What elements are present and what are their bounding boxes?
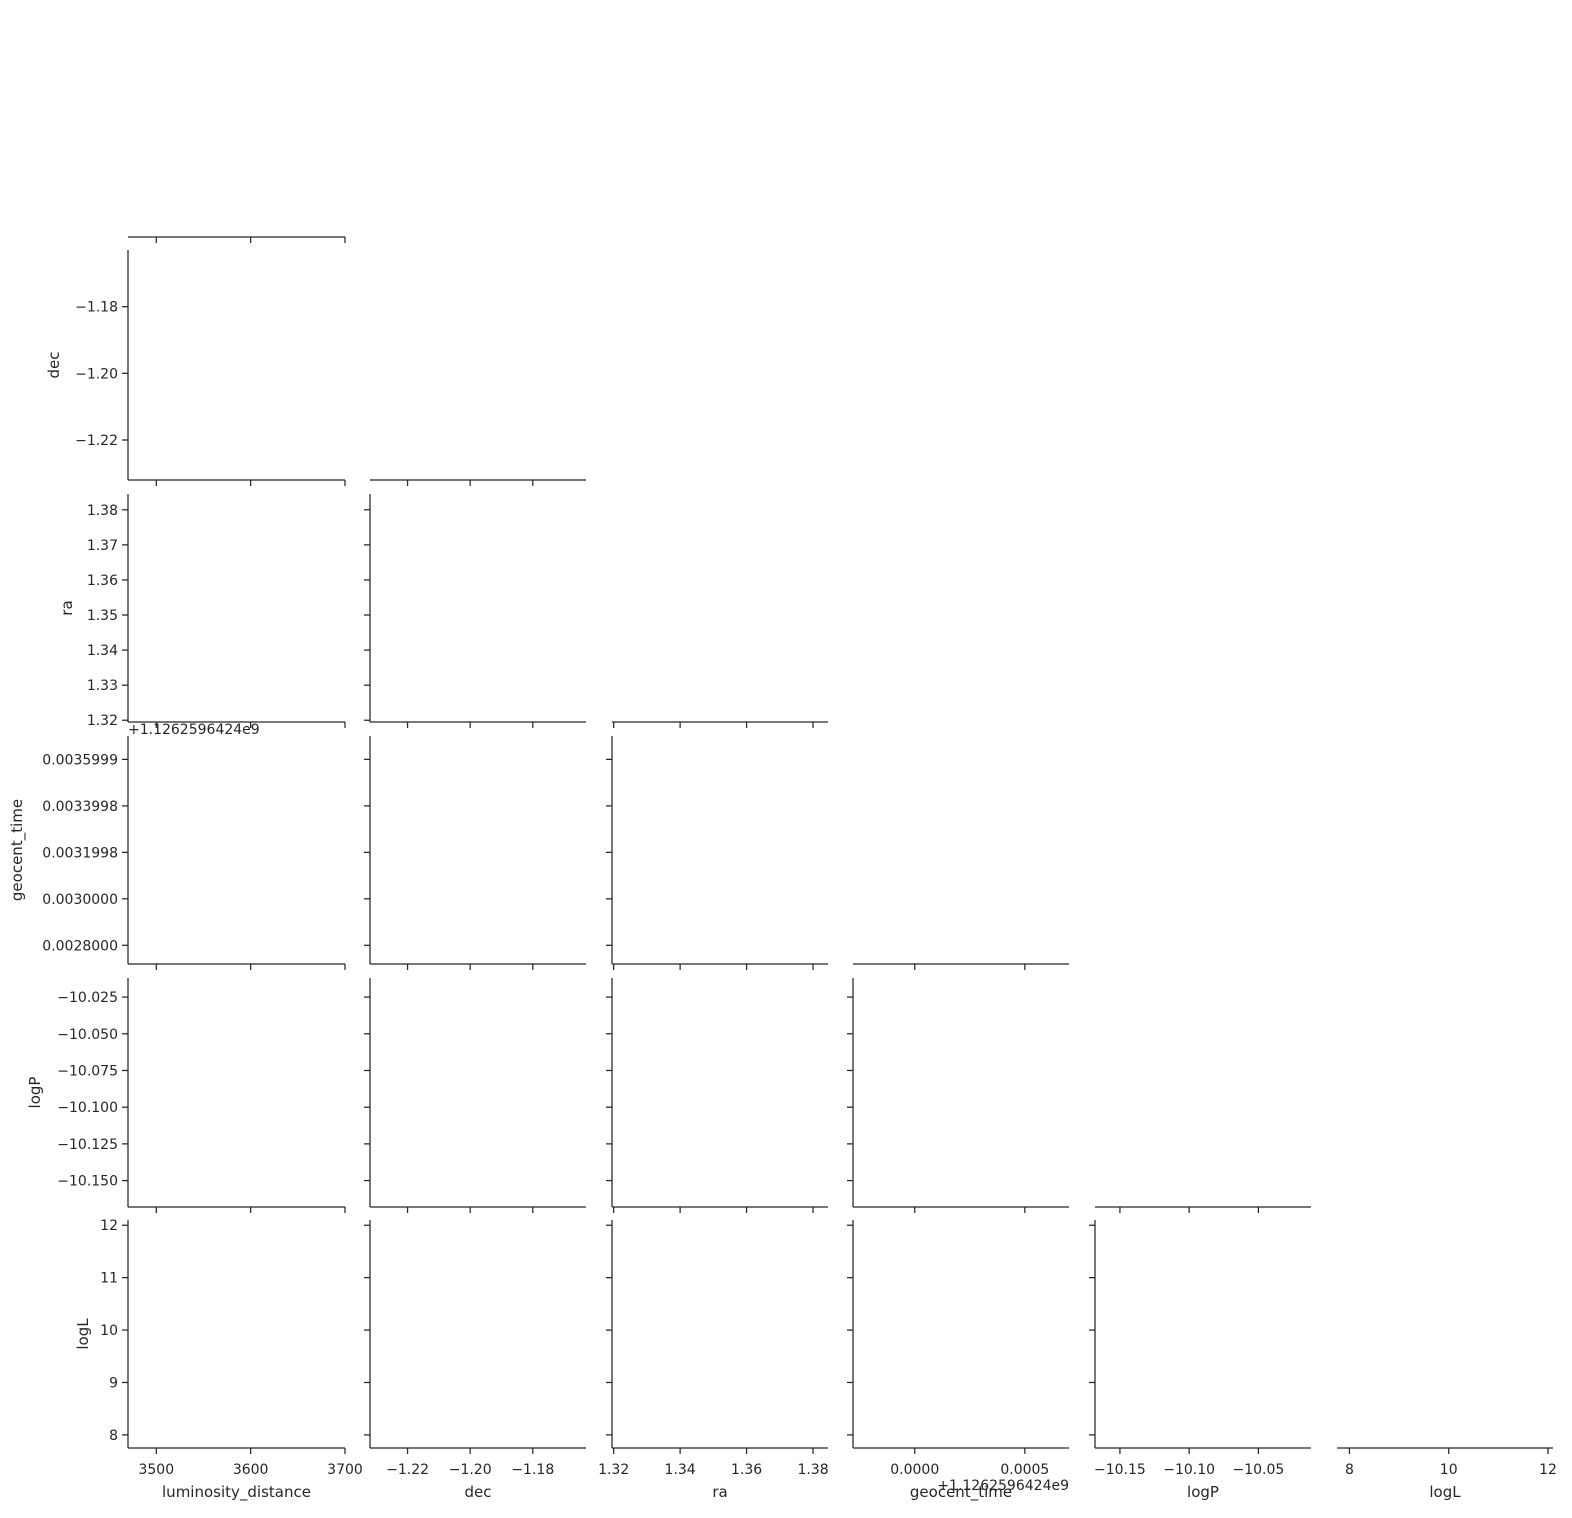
y-tick-label: −10.100 [57,1100,118,1116]
y-tick-label: 1.32 [87,713,118,729]
y-tick-label: 0.0033998 [42,799,118,815]
x-tick-label: 3500 [138,1462,174,1478]
x-axis-label-dec: dec [465,1483,492,1501]
y-offset-label-geocent_time: +1.1262596424e9 [128,722,260,738]
y-tick-label: 10 [100,1323,118,1339]
y-tick-label: −10.025 [57,990,118,1006]
y-tick-label: 9 [109,1375,118,1391]
x-tick-label: −10.05 [1232,1462,1284,1478]
panel-geocent_time-vs-ra [606,736,828,970]
x-tick-label: 3700 [327,1462,363,1478]
panel-logL-vs-logL: 8 10 12 logL [1337,1447,1557,1501]
y-tick-label: −10.125 [57,1137,118,1153]
panel-geocent_time-vs-dec [364,736,586,970]
y-tick-label: −1.20 [75,366,118,382]
x-tick-label: 1.32 [598,1462,629,1478]
y-tick-label: 11 [100,1271,118,1287]
panel-ra-vs-luminosity_distance: 1.32 1.33 1.34 1.35 1.36 1.37 1.38 ra [58,494,346,729]
y-tick-label: 1.37 [87,538,118,554]
panel-logL-vs-logP: −10.15 −10.10 −10.05 logP [1089,1220,1311,1501]
y-tick-label: 12 [100,1218,118,1234]
x-tick-label: 3600 [233,1462,269,1478]
x-axis-label-luminosity_distance: luminosity_distance [162,1483,311,1502]
y-tick-label: 0.0031998 [42,845,118,861]
panel-logL-vs-luminosity_distance: 8 9 10 11 12 logL 3500 3600 3700 luminosity_dista… [74,1218,363,1502]
x-tick-label: −1.22 [386,1462,429,1478]
panel-ra-vs-ra [612,721,828,728]
panel-logL-vs-ra: 1.32 1.34 1.36 1.38 ra [598,1220,829,1501]
x-axis-label-geocent_time: geocent_time [910,1483,1012,1502]
x-tick-label: 10 [1440,1462,1458,1478]
panel-ra-vs-dec [364,494,586,728]
x-tick-label: 1.38 [797,1462,828,1478]
x-tick-label: 8 [1345,1462,1354,1478]
y-tick-label: 1.34 [87,643,118,659]
y-tick-label: 0.0030000 [42,892,118,908]
y-tick-label: 0.0035999 [42,752,118,768]
x-tick-label: 12 [1539,1462,1557,1478]
panel-logL-vs-dec: −1.22 −1.20 −1.18 dec [364,1220,586,1501]
y-tick-label: 8 [109,1428,118,1444]
y-tick-label: −1.22 [75,433,118,449]
y-axis-label-geocent_time: geocent_time [8,799,27,901]
panel-logP-vs-luminosity_distance: −10.150 −10.125 −10.100 −10.075 −10.050 −10.0… [26,978,346,1213]
x-offset-label-geocent_time: +1.1262596424e9 [937,1478,1069,1494]
y-axis-label-logL: logL [74,1318,92,1350]
y-axis-label-logP: logP [26,1077,44,1109]
y-axis-label-ra: ra [58,600,76,615]
y-tick-label: 1.33 [87,678,118,694]
x-tick-label: 0.0000 [890,1462,939,1478]
panel-logP-vs-dec [364,978,586,1213]
y-tick-label: 1.38 [87,503,118,519]
y-tick-label: −10.075 [57,1063,118,1079]
x-axis-label-ra: ra [712,1483,727,1501]
x-tick-label: −1.18 [511,1462,554,1478]
panel-geocent_time-vs-luminosity_distance: 0.0028000 0.0030000 0.0031998 0.0033998 0.00… [8,736,346,970]
panel-logL-vs-geocent_time: 0.0000 0.0005 geocent_time [847,1220,1069,1502]
panel-geocent_time-vs-geocent_time [853,963,1069,970]
x-tick-label: −1.20 [449,1462,492,1478]
panel-logP-vs-geocent_time [847,978,1069,1213]
panel-luminosity_distance-vs-luminosity_distance [128,236,346,243]
x-tick-label: −10.10 [1163,1462,1215,1478]
x-tick-label: −10.15 [1094,1462,1146,1478]
x-tick-label: 0.0005 [1000,1462,1049,1478]
panel-dec-vs-luminosity_distance: −1.22 −1.20 −1.18 dec [45,250,346,486]
y-axis-label-dec: dec [45,352,63,379]
panel-logP-vs-ra [606,978,828,1213]
y-tick-label: 1.36 [87,573,118,589]
x-tick-label: 1.34 [665,1462,696,1478]
y-tick-label: −1.18 [75,300,118,316]
x-axis-label-logP: logP [1187,1483,1219,1501]
y-tick-label: −10.050 [57,1027,118,1043]
x-axis-label-logL: logL [1429,1483,1461,1501]
panel-dec-vs-dec [370,479,586,486]
y-tick-label: −10.150 [57,1174,118,1190]
y-tick-label: 0.0028000 [42,938,118,954]
x-tick-label: 1.36 [731,1462,762,1478]
y-tick-label: 1.35 [87,608,118,624]
panel-logP-vs-logP [1095,1206,1311,1213]
